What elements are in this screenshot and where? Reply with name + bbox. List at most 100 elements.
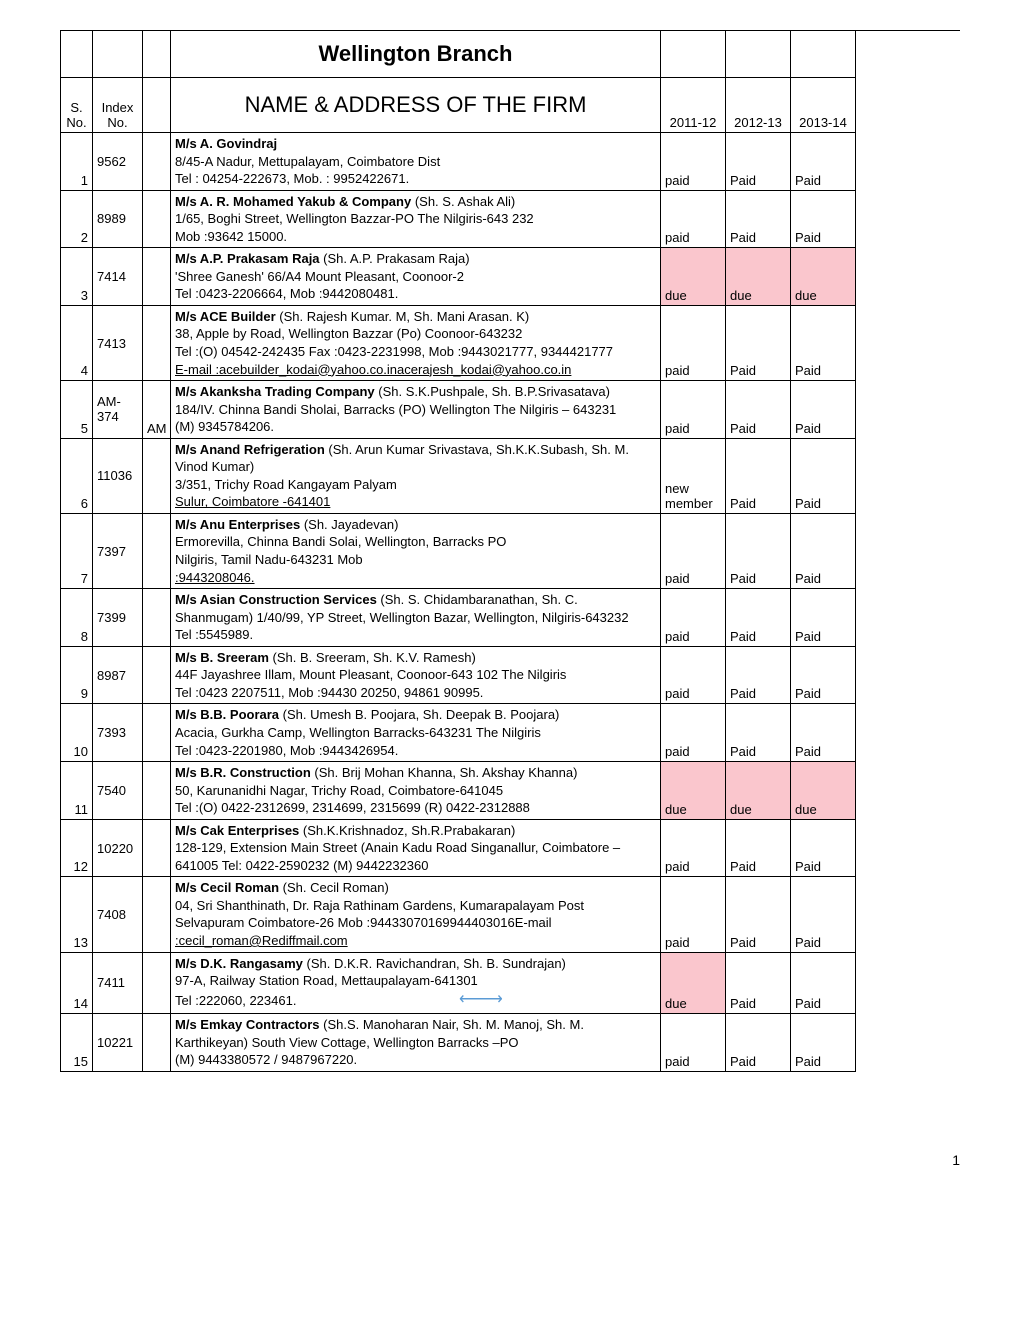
ext-code (143, 762, 171, 820)
firm-cell: M/s A. Govindraj8/45-A Nadur, Mettupalay… (171, 133, 661, 191)
status-y2: Paid (726, 953, 791, 1015)
index-no: 7414 (93, 248, 143, 306)
status-y2: Paid (726, 439, 791, 514)
status-y2: Paid (726, 589, 791, 647)
col-y2: 2012-13 (726, 78, 791, 133)
table-row: 1510221M/s Emkay Contractors (Sh.S. Mano… (61, 1014, 960, 1072)
status-y3: Paid (791, 953, 856, 1015)
status-y3: Paid (791, 820, 856, 878)
index-no: 7399 (93, 589, 143, 647)
status-y3: due (791, 762, 856, 820)
ext-code (143, 248, 171, 306)
blank (61, 31, 93, 78)
col-ext (143, 78, 171, 133)
status-y1: paid (661, 589, 726, 647)
col-index: Index No. (93, 78, 143, 133)
firm-cell: M/s Cak Enterprises (Sh.K.Krishnadoz, Sh… (171, 820, 661, 878)
status-y2: Paid (726, 191, 791, 249)
table-row: 87399 M/s Asian Construction Services (Sh… (61, 589, 960, 647)
table-row: 137408M/s Cecil Roman (Sh. Cecil Roman)0… (61, 877, 960, 952)
index-no: 7397 (93, 514, 143, 589)
ext-code (143, 953, 171, 1015)
table-row: 5AM-374AMM/s Akanksha Trading Company (S… (61, 381, 960, 439)
status-y2: Paid (726, 381, 791, 439)
ext-code: AM (143, 381, 171, 439)
status-y3: Paid (791, 514, 856, 589)
status-y3: Paid (791, 191, 856, 249)
index-no: 7393 (93, 704, 143, 762)
sno: 10 (61, 704, 93, 762)
ext-code (143, 191, 171, 249)
status-y3: Paid (791, 1014, 856, 1072)
sno: 3 (61, 248, 93, 306)
table-row: 1210220M/s Cak Enterprises (Sh.K.Krishna… (61, 820, 960, 878)
status-y2: due (726, 762, 791, 820)
sno: 8 (61, 589, 93, 647)
ext-code (143, 877, 171, 952)
status-y1: due (661, 248, 726, 306)
table-row: 611036M/s Anand Refrigeration (Sh. Arun … (61, 439, 960, 514)
index-no: 10221 (93, 1014, 143, 1072)
ext-code (143, 820, 171, 878)
sno: 9 (61, 647, 93, 705)
col-sno: S. No. (61, 78, 93, 133)
index-no: 7411 (93, 953, 143, 1015)
status-y1: paid (661, 133, 726, 191)
status-y3: Paid (791, 589, 856, 647)
status-y2: Paid (726, 704, 791, 762)
status-y2: Paid (726, 820, 791, 878)
firm-cell: M/s ACE Builder (Sh. Rajesh Kumar. M, Sh… (171, 306, 661, 381)
table-row: 28989M/s A. R. Mohamed Yakub & Company (… (61, 191, 960, 249)
title-row: Wellington Branch (61, 31, 960, 78)
page-number: 1 (60, 1152, 960, 1168)
ext-code (143, 439, 171, 514)
table-row: 147411M/s D.K. Rangasamy (Sh. D.K.R. Rav… (61, 953, 960, 1015)
table-row: 98987 M/s B. Sreeram (Sh. B. Sreeram, Sh.… (61, 647, 960, 705)
table-row: 107393M/s B.B. Poorara (Sh. Umesh B. Poo… (61, 704, 960, 762)
status-y3: Paid (791, 133, 856, 191)
sno: 7 (61, 514, 93, 589)
status-y2: due (726, 248, 791, 306)
status-y3: Paid (791, 704, 856, 762)
table-row: 77397M/s Anu Enterprises (Sh. Jayadevan)… (61, 514, 960, 589)
status-y2: Paid (726, 1014, 791, 1072)
sno: 5 (61, 381, 93, 439)
index-no: 7413 (93, 306, 143, 381)
status-y2: Paid (726, 306, 791, 381)
firm-cell: M/s Anand Refrigeration (Sh. Arun Kumar … (171, 439, 661, 514)
status-y2: Paid (726, 514, 791, 589)
firm-cell: M/s B.R. Construction (Sh. Brij Mohan Kh… (171, 762, 661, 820)
table-row: 19562M/s A. Govindraj8/45-A Nadur, Mettu… (61, 133, 960, 191)
firm-cell: M/s A.P. Prakasam Raja (Sh. A.P. Prakasa… (171, 248, 661, 306)
sno: 1 (61, 133, 93, 191)
sno: 4 (61, 306, 93, 381)
blank (726, 31, 791, 78)
index-no: 8987 (93, 647, 143, 705)
ext-code (143, 647, 171, 705)
index-no: 8989 (93, 191, 143, 249)
status-y1: paid (661, 191, 726, 249)
index-no: 7540 (93, 762, 143, 820)
firm-cell: M/s Asian Construction Services (Sh. S. … (171, 589, 661, 647)
members-table: Wellington Branch S. No. Index No. NAME … (60, 30, 960, 1072)
index-no: 10220 (93, 820, 143, 878)
index-no: 7408 (93, 877, 143, 952)
blank (791, 31, 856, 78)
status-y1: paid (661, 877, 726, 952)
status-y2: Paid (726, 877, 791, 952)
ext-code (143, 514, 171, 589)
status-y3: Paid (791, 647, 856, 705)
blank (93, 31, 143, 78)
ext-code (143, 1014, 171, 1072)
status-y3: Paid (791, 877, 856, 952)
firm-cell: M/s Cecil Roman (Sh. Cecil Roman)04, Sri… (171, 877, 661, 952)
header-row: S. No. Index No. NAME & ADDRESS OF THE F… (61, 78, 960, 133)
ext-code (143, 704, 171, 762)
index-no: 11036 (93, 439, 143, 514)
table-row: 37414 M/s A.P. Prakasam Raja (Sh. A.P. Pr… (61, 248, 960, 306)
status-y3: due (791, 248, 856, 306)
ext-code (143, 133, 171, 191)
firm-cell: M/s B. Sreeram (Sh. B. Sreeram, Sh. K.V.… (171, 647, 661, 705)
firm-cell: M/s Akanksha Trading Company (Sh. S.K.Pu… (171, 381, 661, 439)
status-y2: Paid (726, 647, 791, 705)
